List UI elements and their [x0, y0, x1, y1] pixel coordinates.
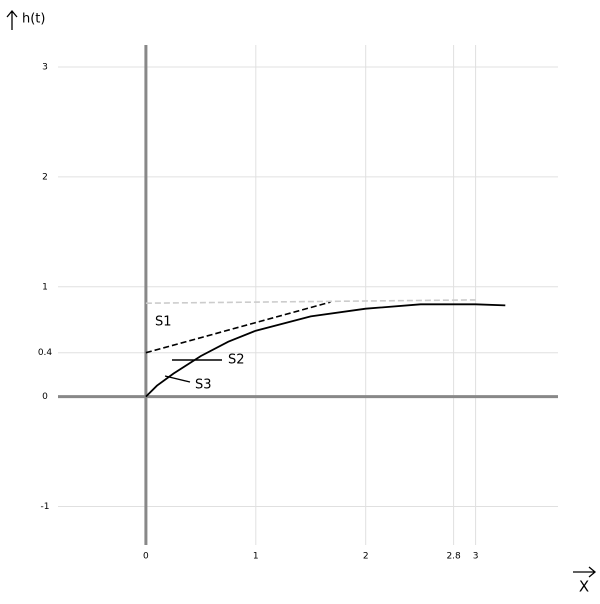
x-arrow: [573, 566, 597, 578]
x-tick-label: 1: [253, 552, 259, 562]
y-axis-label: h(t): [22, 12, 45, 27]
y-arrow: [6, 9, 18, 30]
y-tick-label: 0.4: [38, 348, 53, 358]
annotation: S3: [195, 378, 212, 393]
curve: [145, 301, 331, 354]
y-tick-label: 3: [42, 62, 48, 72]
curve: [145, 299, 476, 304]
annotation: S2: [228, 353, 245, 368]
y-tick-label: 1: [42, 282, 48, 292]
annotation-pointer: [164, 375, 191, 383]
y-tick-label: -1: [41, 502, 50, 512]
x-tick-label: 2.8: [446, 552, 461, 562]
annotation: S1: [155, 315, 172, 330]
curve: [145, 303, 506, 398]
x-tick-label: 3: [473, 552, 479, 562]
y-tick-label: 2: [42, 172, 48, 182]
x-axis-label: X: [579, 578, 589, 596]
x-tick-label: 0: [143, 552, 149, 562]
y-tick-label: 0: [42, 392, 48, 402]
x-tick-label: 2: [363, 552, 369, 562]
